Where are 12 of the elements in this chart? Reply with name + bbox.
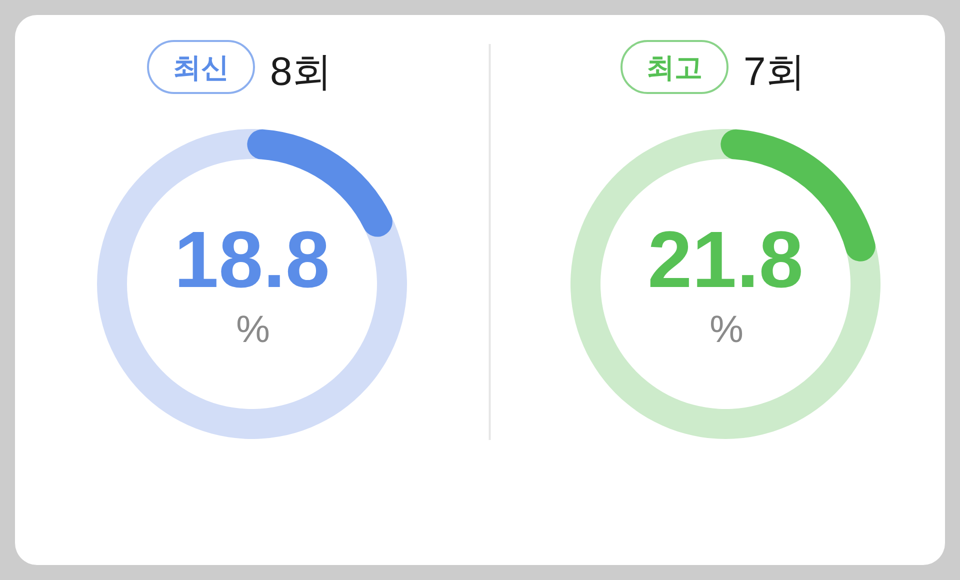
- data-label: 18.8: [174, 215, 330, 304]
- donut-slice: [570, 129, 880, 439]
- text: %: [236, 309, 270, 351]
- chart-subtitle: 7회: [744, 50, 806, 94]
- title-badge: 최고: [620, 40, 728, 94]
- chart-subtitle: 8회: [270, 50, 332, 94]
- chart-title: 최고: [646, 52, 702, 83]
- data-label: 21.8: [648, 215, 804, 304]
- chart-title: 최신: [173, 52, 229, 83]
- donut-slice: [97, 129, 407, 439]
- title-badge: 최신: [147, 40, 255, 94]
- text: %: [710, 309, 744, 351]
